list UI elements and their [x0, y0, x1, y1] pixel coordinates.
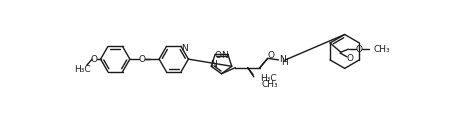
Text: H₃C: H₃C	[260, 74, 277, 83]
Text: O: O	[267, 51, 274, 60]
Text: CH₃: CH₃	[374, 45, 391, 54]
Text: H: H	[281, 58, 288, 67]
Text: O: O	[215, 51, 222, 60]
Text: N: N	[279, 55, 286, 64]
Text: N: N	[221, 51, 228, 60]
Text: O: O	[347, 54, 354, 63]
Text: O: O	[91, 55, 98, 64]
Text: N: N	[181, 44, 188, 52]
Text: CH₃: CH₃	[262, 80, 278, 89]
Text: O: O	[356, 45, 363, 54]
Text: N: N	[210, 60, 217, 69]
Text: H₃C: H₃C	[74, 65, 91, 74]
Text: O: O	[139, 55, 146, 64]
